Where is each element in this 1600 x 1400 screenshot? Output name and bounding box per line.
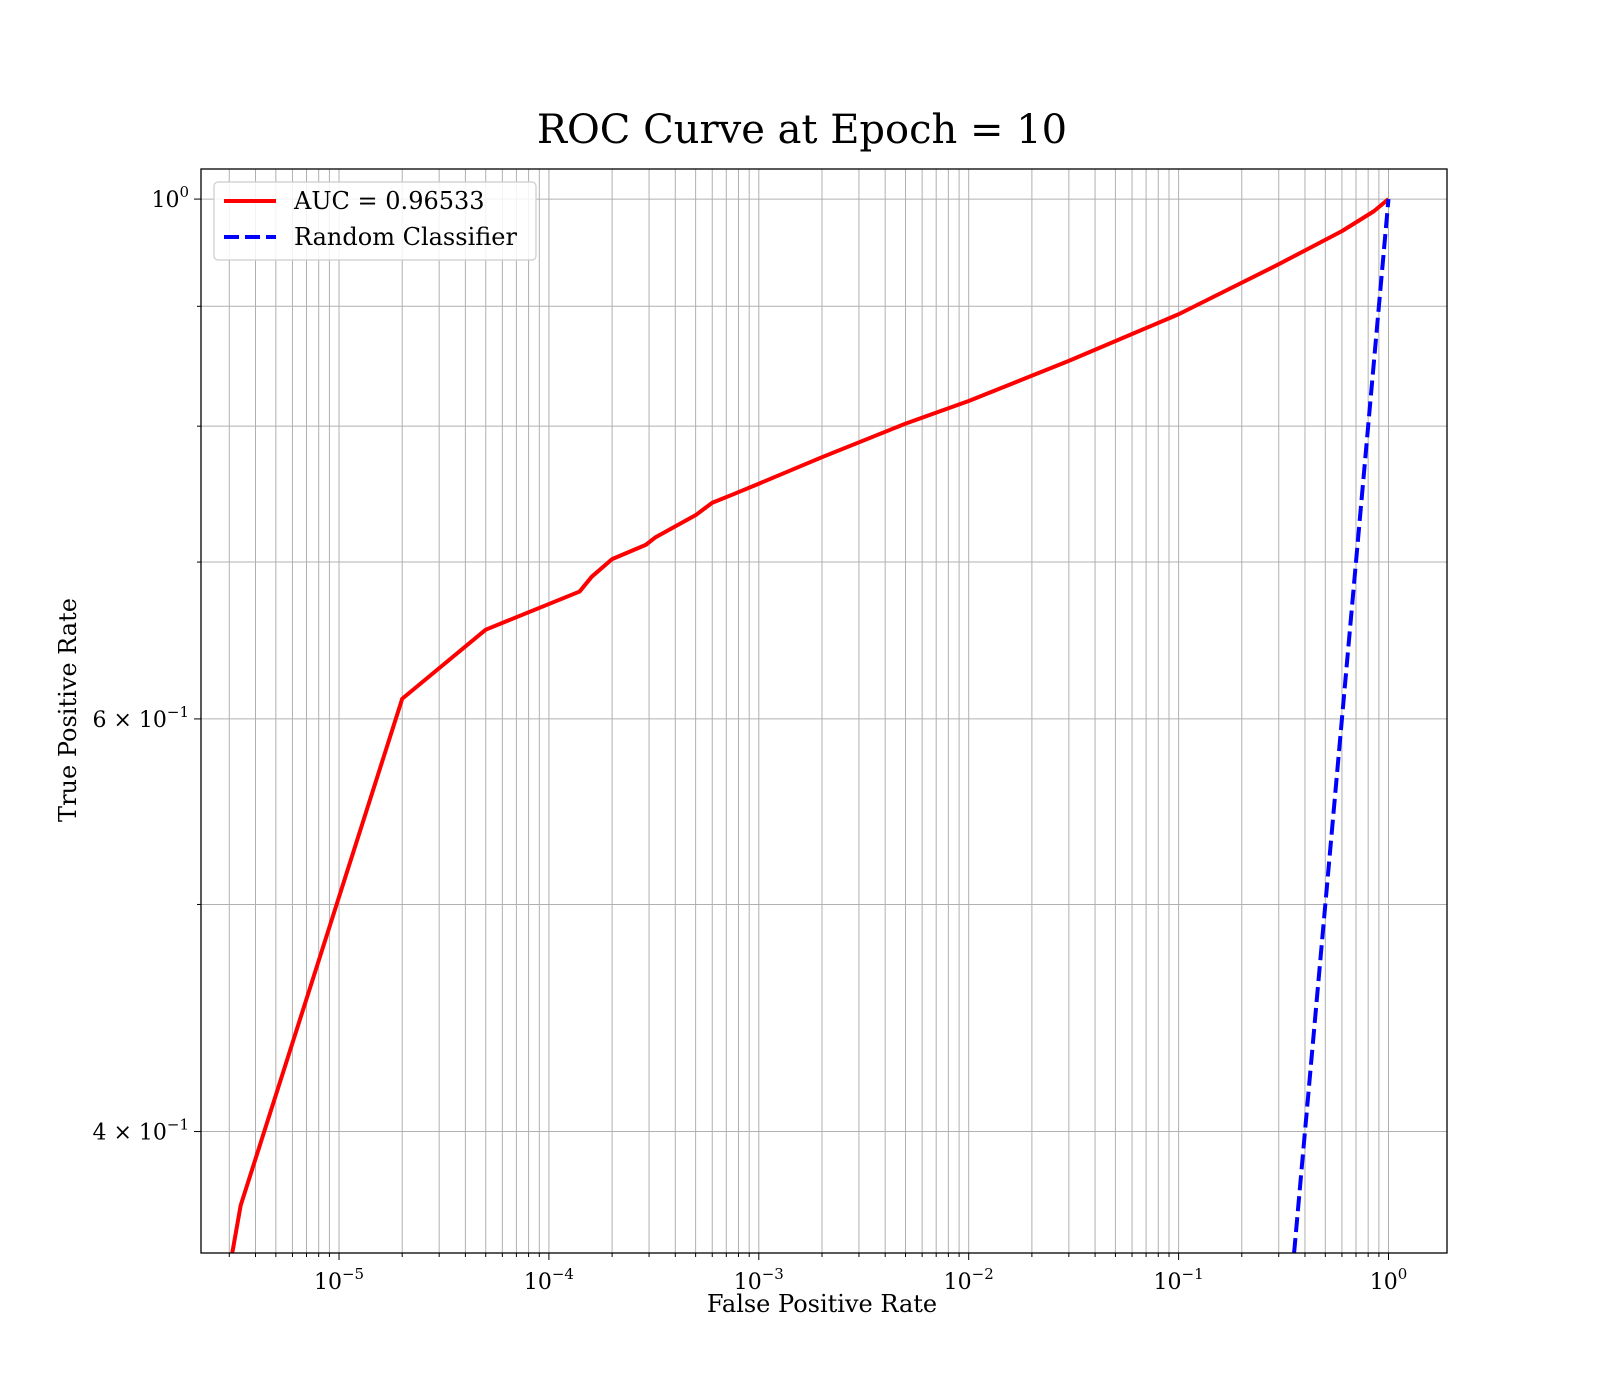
grid xyxy=(201,169,1447,1253)
y-tick-label: 4 × 10−1 xyxy=(92,1116,189,1146)
x-tick-label: 10−4 xyxy=(524,1265,574,1295)
plot-area xyxy=(230,197,1391,1253)
chart-title: ROC Curve at Epoch = 10 xyxy=(537,107,1067,153)
axis-ticks: 10−5 10−4 10−3 10−2 10−1 100 100 6 × 10−1 4 × 10… xyxy=(92,183,1407,1295)
y-tick-label: 100 xyxy=(151,183,189,213)
x-axis-label: False Positive Rate xyxy=(707,1290,937,1318)
roc-curve-line xyxy=(230,197,1390,1253)
x-tick-label: 100 xyxy=(1370,1265,1408,1295)
axes-frame xyxy=(200,168,1448,1254)
legend-label-random: Random Classifier xyxy=(294,223,517,251)
y-axis-label: True Positive Rate xyxy=(54,598,82,822)
legend: AUC = 0.96533 Random Classifier xyxy=(213,181,537,261)
y-tick-label: 6 × 10−1 xyxy=(92,703,189,733)
x-tick-label: 10−2 xyxy=(944,1265,994,1295)
x-tick-label: 10−5 xyxy=(314,1265,364,1295)
random-classifier-line xyxy=(1292,198,1391,1253)
legend-frame xyxy=(213,181,537,261)
legend-label-auc: AUC = 0.96533 xyxy=(293,187,485,215)
x-tick-label: 10−1 xyxy=(1154,1265,1204,1295)
x-tick-label: 10−3 xyxy=(734,1265,784,1295)
